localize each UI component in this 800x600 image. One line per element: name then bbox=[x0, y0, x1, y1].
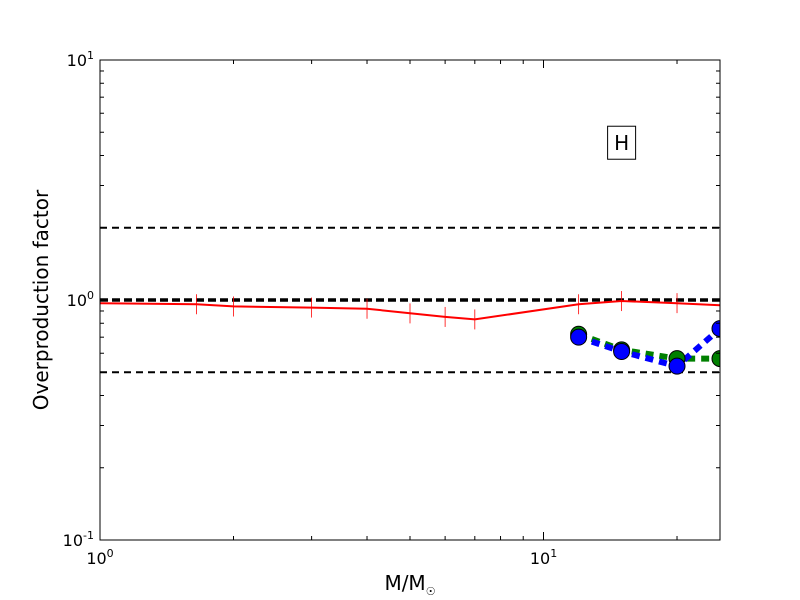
y-axis-label: Overproduction factor bbox=[29, 189, 53, 410]
x-tick-label-1-exponent: 1 bbox=[550, 547, 557, 560]
y-tick-label-0-base: 10 bbox=[63, 531, 83, 550]
series-2-point-0 bbox=[570, 328, 588, 346]
series-2-point-3 bbox=[711, 320, 720, 338]
series-line-2 bbox=[577, 326, 720, 370]
series-line-1 bbox=[577, 331, 720, 362]
annotation-frame bbox=[607, 125, 637, 160]
x-tick-label-1-base: 10 bbox=[530, 549, 550, 568]
x-axis-label-subscript: ☉ bbox=[426, 585, 436, 598]
series-1-point-3 bbox=[711, 350, 720, 368]
y-tick-label-2-exponent: 1 bbox=[87, 49, 94, 62]
series-2-point-1 bbox=[613, 343, 631, 361]
reference-lines bbox=[100, 226, 720, 374]
x-tick-label-0-base: 10 bbox=[86, 549, 106, 568]
y-tick-label-2: 101 bbox=[67, 49, 94, 70]
annotation-box: H bbox=[607, 125, 637, 160]
y-tick-label-1: 100 bbox=[67, 289, 94, 310]
y-tick-label-0-exponent: -1 bbox=[83, 529, 94, 542]
x-tick-label-0-exponent: 0 bbox=[107, 547, 114, 560]
x-axis-label: M/M☉ bbox=[384, 571, 435, 598]
x-axis-label-main: M/M bbox=[384, 571, 425, 595]
x-tick-label-1: 101 bbox=[530, 547, 557, 568]
annotation-label: H bbox=[614, 131, 629, 155]
series-line-0 bbox=[100, 299, 720, 321]
axis-ticks bbox=[99, 59, 720, 541]
series-lines bbox=[100, 299, 720, 370]
series-2-point-2 bbox=[668, 357, 686, 375]
x-tick-label-0: 100 bbox=[86, 547, 113, 568]
y-tick-label-1-exponent: 0 bbox=[87, 289, 94, 302]
y-tick-label-0: 10-1 bbox=[63, 529, 94, 550]
y-tick-label-1-base: 10 bbox=[67, 291, 87, 310]
y-tick-label-2-base: 10 bbox=[67, 51, 87, 70]
series-markers bbox=[100, 291, 720, 375]
